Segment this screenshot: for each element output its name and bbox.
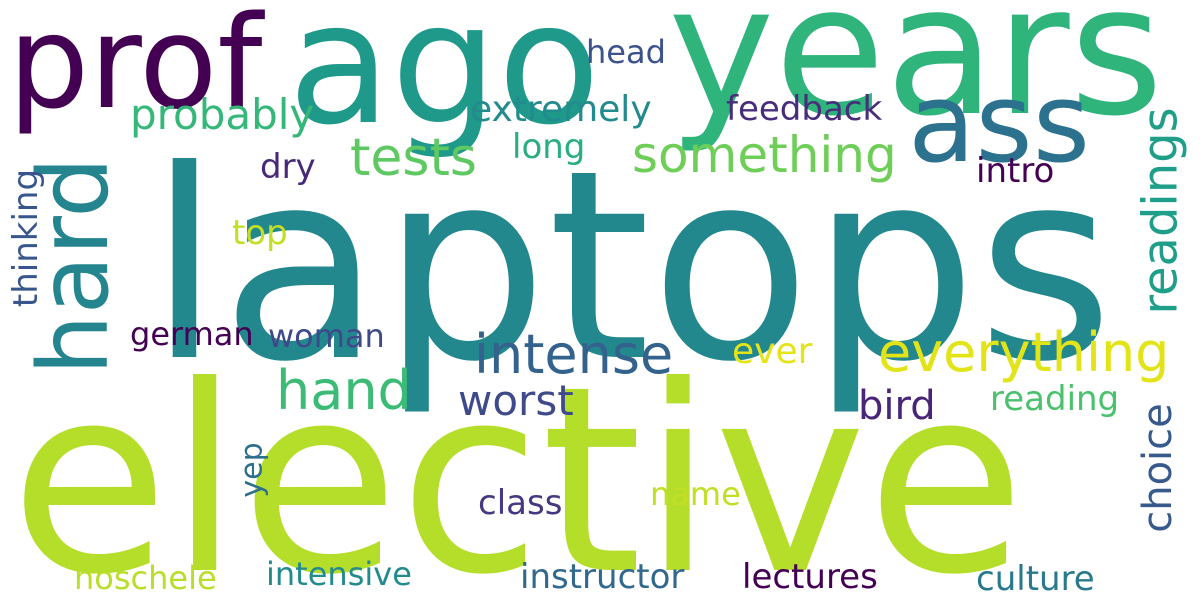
word-head: head [586, 33, 666, 71]
word-long: long [512, 127, 586, 167]
word-feedback: feedback [726, 89, 883, 129]
word-elective: elective [10, 331, 1026, 600]
word-extremely: extremely [470, 89, 652, 130]
word-years: years [668, 0, 1164, 156]
word-ever: ever [732, 331, 813, 372]
word-hand: hand [276, 359, 412, 422]
word-instructor: instructor [520, 557, 685, 597]
word-yep: yep [234, 442, 270, 498]
word-something: something [632, 126, 897, 184]
word-woman: woman [268, 317, 385, 355]
word-intensive: intensive [266, 555, 412, 593]
word-german: german [130, 315, 254, 353]
word-worst: worst [458, 376, 574, 425]
word-hoschele: hoschele [74, 559, 217, 597]
word-readings: readings [1132, 107, 1189, 315]
word-bird: bird [858, 383, 936, 429]
word-reading: reading [990, 379, 1120, 419]
word-prof: prof [8, 0, 263, 138]
word-laptops: laptops [148, 114, 1114, 419]
word-ago: ago [288, 0, 601, 162]
word-lectures: lectures [742, 557, 878, 597]
word-tests: tests [350, 128, 477, 188]
word-intense: intense [474, 323, 674, 386]
word-name: name [650, 475, 741, 513]
word-dry: dry [260, 147, 316, 187]
word-everything: everything [878, 321, 1170, 384]
word-intro: intro [976, 151, 1055, 191]
word-thinking: thinking [6, 168, 47, 308]
word-top: top [232, 213, 288, 253]
word-culture: culture [976, 559, 1095, 599]
word-class: class [478, 483, 563, 523]
word-choice: choice [1134, 403, 1181, 533]
word-probably: probably [130, 90, 315, 139]
word-ass: ass [908, 59, 1091, 187]
